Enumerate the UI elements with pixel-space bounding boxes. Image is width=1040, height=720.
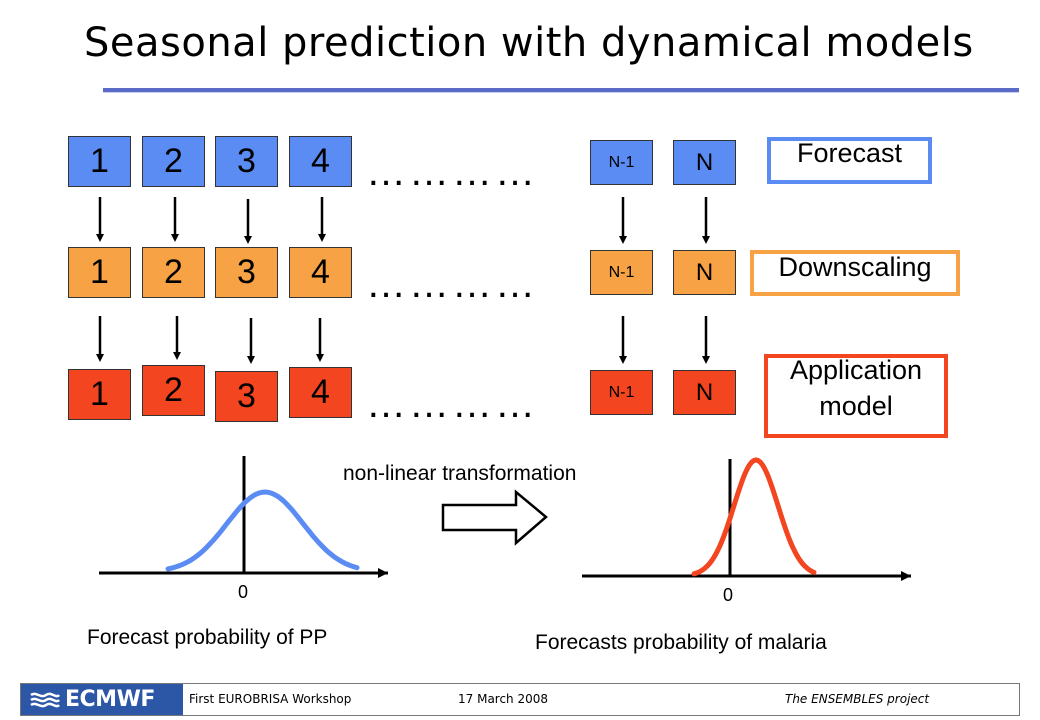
downscaling-box-n: N	[673, 250, 736, 295]
forecast-box-1: 1	[68, 136, 131, 187]
application-label: Application model	[764, 354, 948, 438]
footer-bar: ECMWF First EUROBRISA Workshop 17 March …	[20, 683, 1020, 716]
application-box-3: 3	[215, 371, 278, 422]
application-box-n: N	[673, 370, 736, 415]
forecast-ellipsis: …………	[366, 150, 538, 194]
left-distribution-curve	[165, 489, 360, 572]
transformation-arrow	[441, 489, 548, 546]
application-ellipsis: …………	[366, 382, 538, 426]
right-zero-label: 0	[723, 585, 734, 605]
ecmwf-logo: ECMWF	[21, 684, 183, 715]
ecmwf-logo-icon	[30, 692, 60, 707]
forecast-box-n-minus-1: N-1	[590, 140, 653, 185]
left-distribution-plot	[99, 456, 388, 578]
downscaling-box-n-minus-1: N-1	[590, 250, 653, 295]
forecast-label: Forecast	[767, 137, 932, 184]
application-box-n-minus-1: N-1	[590, 370, 653, 415]
forecast-box-n: N	[673, 140, 736, 185]
left-x-axis-arrowhead	[378, 568, 388, 578]
ecmwf-logo-text: ECMWF	[65, 687, 155, 712]
application-label-line1: Application	[789, 355, 923, 385]
downscaling-box-3: 3	[215, 247, 278, 298]
downscaling-box-4: 4	[289, 247, 352, 298]
footer-date: 17 March 2008	[458, 692, 549, 706]
downscaling-label-text: Downscaling	[778, 252, 932, 282]
application-box-1: 1	[68, 369, 131, 420]
downscaling-ellipsis: …………	[366, 262, 538, 306]
footer-project: The ENSEMBLES project	[785, 692, 930, 706]
forecast-label-text: Forecast	[796, 138, 903, 168]
left-plot-caption: Forecast probability of PP	[87, 626, 328, 649]
right-x-axis-arrowhead	[901, 571, 911, 581]
forecast-box-3: 3	[215, 136, 278, 187]
forecast-box-2: 2	[142, 136, 205, 187]
title-underline-shadow	[103, 92, 1019, 93]
footer-workshop: First EUROBRISA Workshop	[189, 692, 352, 706]
downscaling-box-1: 1	[68, 247, 131, 298]
right-distribution-plot	[582, 457, 911, 581]
transformation-label: non-linear transformation	[343, 462, 577, 485]
slide-title: Seasonal prediction with dynamical model…	[84, 20, 974, 66]
right-plot-caption: Forecasts probability of malaria	[535, 631, 827, 654]
downscaling-box-2: 2	[142, 247, 205, 298]
application-box-4: 4	[289, 367, 352, 418]
application-box-2: 2	[142, 365, 205, 416]
title-underline	[103, 88, 1019, 92]
application-label-line2: model	[819, 391, 893, 421]
right-distribution-curve	[691, 457, 817, 577]
downscaling-label: Downscaling	[750, 250, 960, 296]
left-zero-label: 0	[238, 582, 249, 602]
forecast-box-4: 4	[289, 136, 352, 187]
